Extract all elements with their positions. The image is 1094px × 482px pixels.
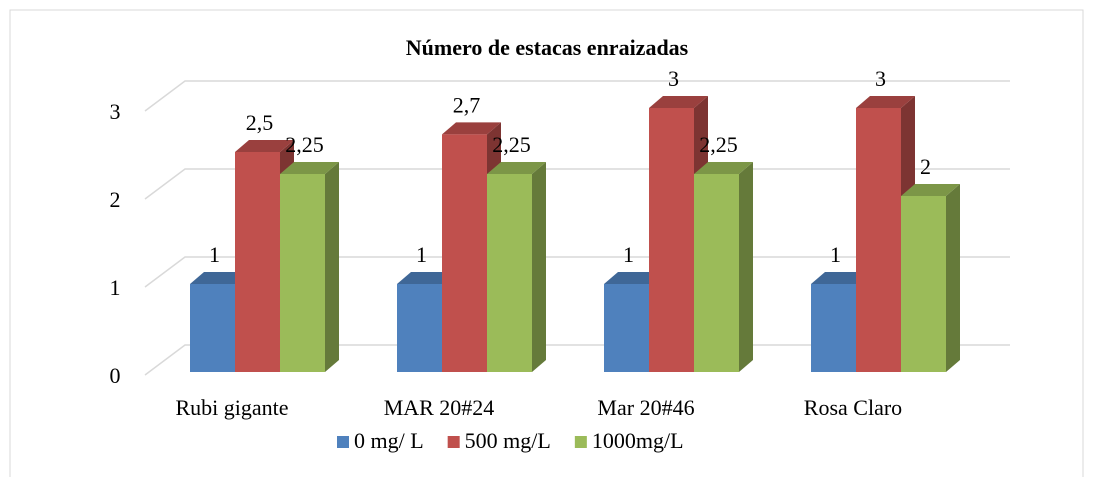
bar [604, 284, 649, 372]
legend-label: 0 mg/ L [354, 428, 424, 453]
data-label: 2,7 [453, 92, 481, 117]
y-tick-label: 2 [110, 187, 121, 212]
bar-side [946, 184, 960, 372]
bar-top [190, 272, 249, 284]
data-label: 2,25 [699, 132, 738, 157]
data-label: 1 [830, 242, 841, 267]
legend-label: 1000mg/L [592, 428, 684, 453]
y-tick-label: 3 [110, 99, 121, 124]
data-label: 3 [668, 66, 679, 91]
bar-side [325, 162, 339, 372]
x-tick-label: Rosa Claro [804, 395, 902, 420]
legend-swatch [447, 436, 460, 448]
bar-top [235, 140, 294, 152]
bar [190, 284, 235, 372]
x-tick-label: MAR 20#24 [384, 395, 495, 420]
data-label: 2 [920, 154, 931, 179]
legend-swatch [337, 436, 349, 448]
data-label: 1 [416, 242, 427, 267]
bar-side [532, 162, 546, 372]
data-label: 2,5 [246, 110, 274, 135]
legend-swatch [574, 436, 587, 448]
bar-top [604, 272, 663, 284]
bar [442, 134, 487, 372]
x-tick-label: Mar 20#46 [597, 395, 694, 420]
y-tick-label: 0 [110, 363, 121, 388]
bar [397, 284, 442, 372]
bar-top [694, 162, 753, 174]
y-tick-label: 1 [110, 275, 121, 300]
bar-top [487, 162, 546, 174]
x-tick-label: Rubi gigante [175, 395, 288, 420]
chart-title: Número de estacas enraizadas [406, 35, 689, 60]
bar-top [856, 96, 915, 108]
grid-line [144, 80, 1010, 112]
bar [811, 284, 856, 372]
chart-border [9, 9, 1084, 477]
bar-top [811, 272, 870, 284]
bar-top [280, 162, 339, 174]
bar-side [739, 162, 753, 372]
data-label: 1 [623, 242, 634, 267]
data-label: 2,25 [285, 132, 324, 157]
bar-top [901, 184, 960, 196]
bar-top [397, 272, 456, 284]
bar-top [649, 96, 708, 108]
legend-label: 500 mg/L [465, 428, 551, 453]
bar [856, 108, 901, 372]
data-label: 1 [209, 242, 220, 267]
bar [649, 108, 694, 372]
data-label: 2,25 [492, 132, 531, 157]
bar [487, 174, 532, 372]
data-label: 3 [875, 66, 886, 91]
bar-top [442, 122, 501, 135]
bar [694, 174, 739, 372]
bar [235, 152, 280, 372]
bar [901, 196, 946, 372]
bar [280, 174, 325, 372]
